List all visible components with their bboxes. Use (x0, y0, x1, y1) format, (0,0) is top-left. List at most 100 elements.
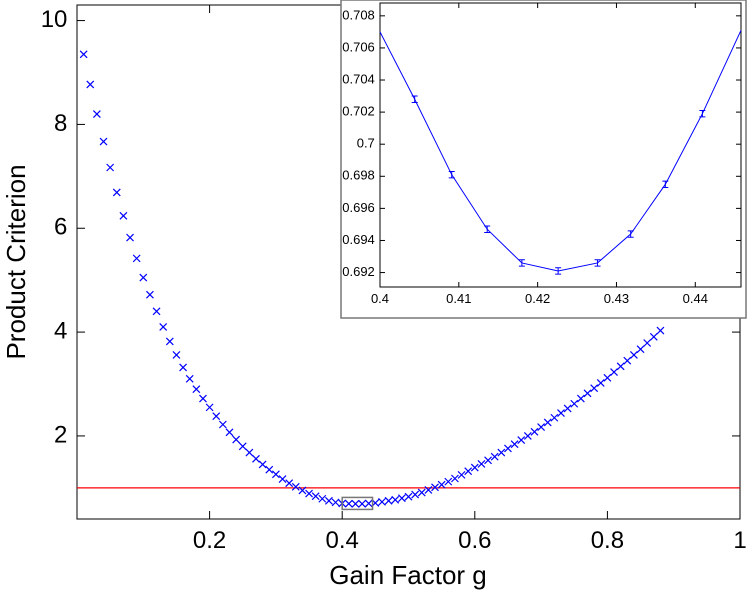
data-point (384, 496, 393, 505)
y-tick-label: 6 (54, 214, 67, 241)
data-point (437, 480, 446, 489)
data-point (656, 326, 665, 335)
data-point (172, 351, 181, 359)
data-point (86, 80, 95, 89)
data-point (132, 254, 141, 263)
y-tick-label: 2 (54, 421, 67, 448)
data-point (146, 290, 154, 299)
data-point (411, 490, 420, 499)
data-point (530, 427, 539, 436)
y-tick-label: 0.692 (342, 264, 375, 279)
plot-frame (379, 2, 742, 288)
data-point (285, 479, 294, 488)
data-point (364, 499, 373, 508)
data-point (271, 470, 280, 479)
data-point (464, 467, 473, 476)
x-tick-label: 0.2 (193, 527, 226, 554)
x-tick-label: 0.4 (371, 291, 389, 306)
data-point (325, 496, 333, 505)
data-point (583, 389, 592, 398)
data-point (450, 474, 459, 483)
data-point (510, 440, 519, 449)
data-point (119, 211, 128, 220)
data-point (603, 373, 612, 382)
data-point (165, 337, 174, 346)
y-tick-label: 0.698 (342, 168, 375, 183)
data-point (238, 442, 247, 451)
y-tick-label: 8 (54, 110, 67, 137)
data-point (424, 486, 433, 494)
x-tick-label: 0.44 (683, 291, 708, 306)
error-bar (411, 95, 418, 103)
data-point (265, 465, 274, 474)
data-point (596, 379, 605, 387)
x-tick-label: 0.42 (525, 291, 550, 306)
data-point (112, 188, 121, 197)
data-point (590, 384, 599, 393)
x-tick-label: 0.4 (326, 527, 359, 554)
y-tick-label: 0.708 (342, 7, 375, 22)
data-point (232, 435, 241, 444)
data-point (311, 492, 320, 501)
data-point (623, 356, 632, 365)
y-tick-label: 0.694 (342, 232, 375, 247)
data-point (417, 488, 426, 497)
data-point (576, 394, 585, 403)
data-point (484, 456, 492, 465)
data-point (391, 495, 400, 504)
data-point (179, 363, 188, 372)
data-point (610, 368, 618, 376)
y-tick-label: 0.704 (342, 71, 375, 86)
error-bar (594, 259, 601, 267)
x-tick-label: 1 (733, 527, 746, 554)
error-bar (627, 230, 634, 238)
y-tick-label: 4 (54, 317, 67, 344)
data-point (245, 448, 254, 457)
y-tick-label: 10 (41, 6, 68, 33)
data-point (629, 351, 638, 359)
data-point (305, 489, 313, 498)
data-point (258, 460, 267, 469)
y-tick-label: 0.7 (357, 136, 375, 151)
error-bar (662, 180, 669, 189)
data-point (225, 428, 234, 437)
data-point (344, 499, 353, 508)
x-axis-label: Gain Factor g (329, 560, 487, 590)
x-tick-label: 0.6 (458, 527, 491, 554)
data-point (378, 497, 386, 506)
y-tick-label: 0.706 (342, 39, 375, 54)
error-bar (518, 259, 525, 267)
data-point (444, 477, 453, 486)
x-tick-label: 0.41 (446, 291, 471, 306)
data-point (331, 498, 340, 507)
data-point (517, 436, 526, 445)
data-point (537, 423, 546, 432)
data-point (477, 460, 486, 468)
y-tick-label: 0.696 (342, 200, 375, 215)
data-point (358, 499, 367, 508)
data-point (570, 399, 579, 408)
data-point (504, 444, 512, 453)
y-axis-label: Product Criterion (1, 164, 31, 359)
data-point (199, 394, 207, 403)
error-bar (484, 225, 491, 233)
data-point (351, 499, 360, 508)
data-point (185, 374, 194, 383)
data-point (523, 432, 532, 440)
data-point (205, 403, 214, 412)
data-point (79, 50, 88, 59)
zoom-region (341, 496, 374, 511)
data-point (106, 163, 115, 172)
data-point (490, 452, 499, 461)
data-point (318, 494, 327, 503)
inset-panel (340, 0, 747, 319)
data-point (92, 110, 101, 118)
data-point (563, 404, 572, 413)
data-point (99, 137, 108, 146)
data-point (404, 492, 413, 501)
data-point (649, 332, 658, 341)
data-point (192, 385, 201, 394)
error-bar (448, 170, 455, 179)
data-point (557, 409, 565, 418)
